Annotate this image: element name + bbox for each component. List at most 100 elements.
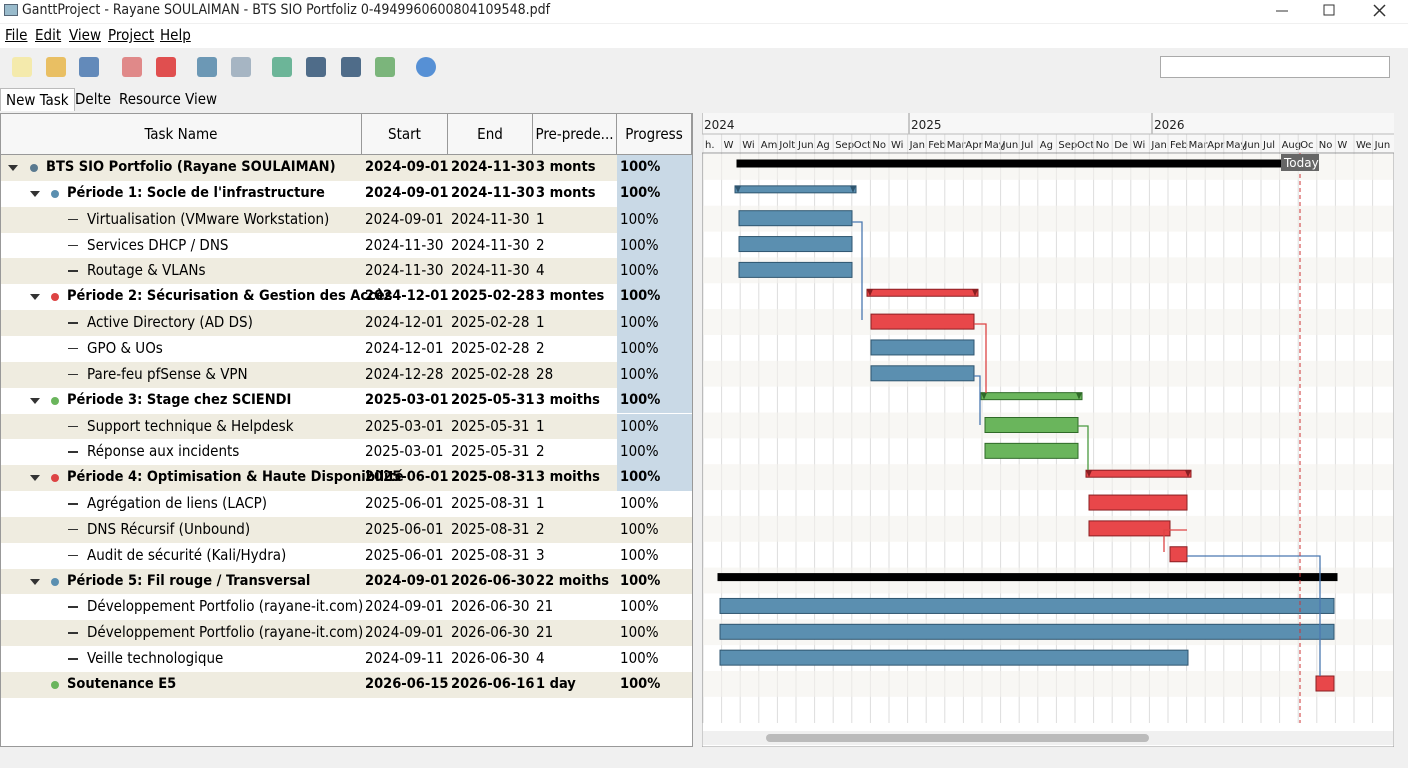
task-dash — [68, 373, 78, 376]
column-header[interactable]: Task Name — [1, 114, 362, 155]
cell: 100% — [620, 572, 661, 589]
toolbar-button[interactable] — [272, 57, 292, 77]
cell: 3 — [536, 545, 545, 564]
row-stripe — [703, 464, 1393, 491]
progress-cell-bg — [617, 335, 692, 362]
tab[interactable]: Delte — [75, 90, 112, 108]
toolbar-button[interactable] — [197, 57, 217, 77]
cell: 2025-02-28 — [451, 313, 530, 332]
cell: 2025-08-31 — [451, 519, 530, 538]
task-row[interactable]: Support technique & Helpdesk 2025-03-01 20… — [1, 413, 692, 440]
task-row[interactable]: BTS SIO Portfolio (Rayane SOULAIMAN) 2024… — [1, 155, 692, 181]
task-row[interactable]: Routage & VLANs 2024-11-30 2024-11-30 4 100% — [1, 258, 692, 285]
menu-item[interactable]: Project — [108, 26, 155, 44]
month-label: Sep — [835, 140, 854, 151]
task-row[interactable]: Développement Portfolio (rayane-it.com) 2… — [1, 594, 692, 621]
toolbar-button[interactable] — [156, 57, 176, 77]
month-label: Jun — [797, 140, 814, 151]
toolbar-button[interactable] — [306, 57, 326, 77]
cell: 100% — [620, 391, 661, 408]
task-row[interactable]: DNS Récursif (Unbound) 2025-06-01 2025-08-… — [1, 516, 692, 543]
progress-cell-bg — [617, 387, 692, 414]
toolbar-button[interactable] — [341, 57, 361, 77]
progress-cell-bg — [617, 258, 692, 285]
task-row[interactable]: Réponse aux incidents 2025-03-01 2025-05-3… — [1, 439, 692, 466]
task-row[interactable]: GPO & UOs 2024-12-01 2025-02-28 2 100% — [1, 335, 692, 362]
cell: 1 day — [536, 676, 576, 692]
progress-cell-bg — [617, 594, 692, 621]
row-stripe — [703, 360, 1393, 387]
cell: 2024-09-01 — [365, 184, 449, 201]
column-header[interactable]: Progress — [617, 114, 692, 155]
dependency-arrow — [974, 375, 981, 425]
expand-arrow[interactable] — [8, 165, 18, 171]
task-row[interactable]: Services DHCP / DNS 2024-11-30 2024-11-30 2… — [1, 232, 692, 259]
cell: 2024-09-01 — [365, 159, 449, 175]
column-header[interactable]: End — [448, 114, 533, 155]
progress-cell-bg — [617, 542, 692, 569]
task-row[interactable]: Active Directory (AD DS) 2024-12-01 2025-0… — [1, 310, 692, 336]
expand-arrow[interactable] — [30, 475, 40, 482]
summary-bar — [734, 185, 857, 194]
task-bar — [870, 339, 975, 356]
expand-arrow[interactable] — [30, 578, 40, 585]
progress-cell-bg — [617, 491, 692, 517]
menu-item[interactable]: Help — [160, 26, 191, 44]
summary-bar — [980, 392, 1083, 401]
month-label: Apr — [965, 140, 983, 151]
expand-arrow[interactable] — [30, 190, 40, 197]
task-table: Task Name Start End Pre-prede... Progress BTS… — [0, 113, 693, 747]
toolbar-button[interactable] — [79, 57, 99, 77]
column-header[interactable]: Start — [362, 114, 448, 155]
task-row[interactable]: Période 1: Socle de l'infrastructure 2024… — [1, 180, 692, 207]
toolbar-button[interactable] — [12, 57, 32, 77]
task-row[interactable]: Virtualisation (VMware Workstation) 2024-… — [1, 206, 692, 233]
task-row[interactable]: Agrégation de liens (LACP) 2025-06-01 2025… — [1, 491, 692, 517]
task-bar — [719, 597, 1335, 614]
task-row[interactable]: Veille technologique 2024-09-11 2026-06-30… — [1, 646, 692, 672]
month-label: We — [1356, 140, 1371, 151]
task-row[interactable]: Pare-feu pfSense & VPN 2024-12-28 2025-02-… — [1, 361, 692, 388]
task-row[interactable]: Développement Portfolio (rayane-it.com) 2… — [1, 620, 692, 647]
expand-arrow[interactable] — [30, 294, 40, 301]
menu-item[interactable]: View — [69, 26, 101, 44]
task-row[interactable]: Audit de sécurité (Kali/Hydra) 2025-06-01… — [1, 542, 692, 569]
toolbar-button[interactable] — [416, 57, 436, 77]
window-controls[interactable] — [1260, 0, 1408, 23]
dependency-arrow — [852, 221, 863, 320]
progress-cell-bg — [617, 568, 692, 595]
column-header[interactable]: Pre-prede... — [533, 114, 617, 155]
task-row[interactable]: Soutenance E5 2026-06-15 2026-06-16 1 day 10… — [1, 672, 692, 698]
row-stripe — [703, 515, 1393, 542]
task-row[interactable]: Période 4: Optimisation & Haute Disponib… — [1, 465, 692, 492]
cell: 2026-06-30 — [451, 623, 530, 642]
scrollbar-thumb[interactable] — [766, 734, 1149, 742]
toolbar-button[interactable] — [46, 57, 66, 77]
tab[interactable]: New Task — [0, 88, 75, 111]
toolbar-button[interactable] — [375, 57, 395, 77]
month-label: Feb — [928, 140, 946, 151]
expand-arrow[interactable] — [30, 397, 40, 404]
task-dash — [68, 606, 78, 608]
cell: 2025-02-28 — [451, 364, 530, 383]
cell: 2 — [536, 235, 545, 254]
task-bar — [738, 210, 853, 227]
toolbar-button[interactable] — [231, 57, 251, 77]
task-row[interactable]: Période 3: Stage chez SCIENDI 2025-03-01 2… — [1, 387, 692, 414]
cell: 100% — [620, 184, 661, 201]
task-row[interactable]: Période 2: Sécurisation & Gestion des Ac… — [1, 284, 692, 311]
cell: Audit de sécurité (Kali/Hydra) — [87, 545, 287, 564]
progress-cell-bg — [617, 284, 692, 311]
menu-item[interactable]: File — [5, 26, 28, 44]
cell: Services DHCP / DNS — [87, 235, 229, 254]
cell: 28 — [536, 364, 554, 383]
toolbar-button[interactable] — [122, 57, 142, 77]
dependency-arrow — [1187, 555, 1321, 676]
search-box[interactable] — [1160, 56, 1390, 78]
menu-item[interactable]: Edit — [35, 26, 62, 44]
tab[interactable]: Resource View — [119, 90, 218, 108]
task-dot — [51, 577, 59, 586]
task-row[interactable]: Période 5: Fil rouge / Transversal 2024-0… — [1, 568, 692, 595]
cell: Veille technologique — [87, 649, 224, 668]
